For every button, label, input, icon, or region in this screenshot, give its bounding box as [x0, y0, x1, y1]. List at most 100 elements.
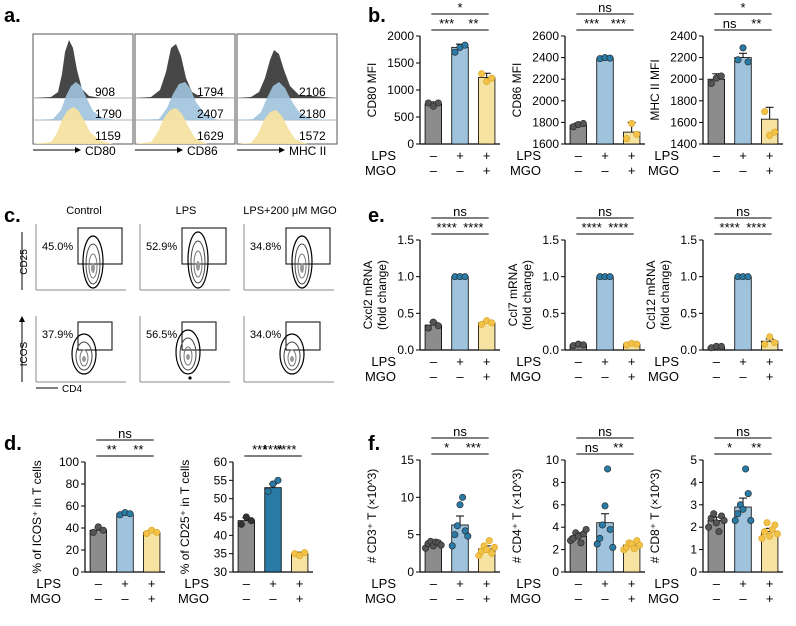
y-tick-label: 40 — [214, 528, 228, 542]
significance-label: * — [740, 0, 745, 15]
significance-label: ns — [118, 426, 132, 441]
gate-percentage: 34.8% — [250, 241, 281, 253]
significance-label: **** — [437, 220, 457, 235]
significance-label: **** — [276, 442, 296, 457]
y-tick-label: 1800 — [532, 115, 559, 129]
data-point — [744, 273, 752, 281]
condition-mark: – — [575, 163, 583, 178]
data-point — [734, 56, 742, 64]
gate-percentage: 56.5% — [146, 329, 177, 341]
mfi-value: 1790 — [95, 107, 122, 121]
bar — [142, 532, 161, 573]
histogram-axis-label: CD86 — [187, 144, 218, 158]
condition-mark: + — [483, 591, 491, 606]
condition-label: MGO — [178, 591, 209, 606]
data-point — [761, 108, 769, 116]
y-tick-label: 50 — [214, 492, 228, 506]
data-point — [488, 549, 496, 557]
condition-mark: + — [739, 354, 747, 369]
gate-percentage: 37.9% — [42, 329, 73, 341]
y-tick-label: 5 — [690, 453, 697, 467]
gate-percentage: 34.0% — [250, 329, 281, 341]
gate — [181, 227, 227, 265]
data-point — [490, 543, 498, 551]
flow-y-label: ICOS — [19, 341, 30, 366]
significance-label: ns — [736, 204, 750, 219]
significance-label: *** — [252, 442, 267, 457]
condition-mark: – — [713, 163, 721, 178]
y-tick-label: 45 — [214, 510, 228, 524]
significance-label: *** — [584, 16, 599, 31]
condition-mark: – — [575, 591, 583, 606]
condition-mark: + — [766, 354, 774, 369]
significance-label: * — [444, 440, 449, 455]
bar — [264, 487, 282, 573]
data-point — [630, 544, 638, 552]
flow-panel: Control LPS LPS+200 μM MGO 45.0% 52.9% — [19, 205, 337, 395]
y-tick-label: 20 — [66, 543, 80, 557]
panel-label-b: b. — [368, 5, 386, 27]
y-tick-label: 2400 — [532, 51, 559, 65]
histogram-lps — [237, 82, 337, 120]
bar — [477, 77, 496, 145]
y-tick-label: 8 — [552, 475, 559, 489]
y-axis-label: % of CD25⁺ in T cells — [178, 460, 192, 575]
data-point — [717, 72, 725, 80]
data-point — [451, 48, 459, 56]
bar — [734, 276, 752, 351]
y-axis-label: # CD3⁺ T (×10^3) — [365, 469, 379, 564]
data-point — [89, 528, 97, 536]
y-tick-label: 100 — [59, 455, 79, 469]
y-tick-label: 0 — [72, 565, 79, 579]
data-point — [237, 520, 245, 528]
condition-mark: – — [575, 369, 583, 384]
condition-mark: – — [430, 369, 438, 384]
condition-mark: – — [601, 163, 609, 178]
y-axis-label: # CD4⁺ T (×10^3) — [510, 469, 524, 564]
data-point — [483, 77, 491, 85]
flow-plot: 37.9% — [35, 316, 126, 383]
condition-mark: – — [575, 354, 583, 369]
condition-mark: – — [243, 576, 251, 591]
significance-label: ns — [598, 424, 612, 439]
condition-mark: + — [766, 591, 774, 606]
y-tick-label: 1600 — [670, 115, 697, 129]
data-point — [758, 534, 766, 542]
data-point — [582, 525, 590, 533]
y-tick-label: 500 — [394, 110, 414, 124]
condition-label: MGO — [510, 591, 541, 606]
y-tick-label: 0.0 — [542, 343, 559, 357]
data-point — [94, 523, 102, 531]
significance-label: *** — [611, 16, 626, 31]
y-axis-label: (fold change) — [520, 260, 534, 330]
y-axis-label: MHC II MFI — [648, 59, 662, 120]
data-point — [744, 58, 752, 66]
condition-mark: – — [269, 591, 277, 606]
bar — [424, 103, 443, 145]
condition-mark: + — [739, 576, 747, 591]
y-axis-label: CD86 MFI — [510, 63, 524, 118]
y-tick-label: 1.5 — [397, 233, 414, 247]
flow-plot: 34.8% — [243, 224, 334, 291]
condition-label: LPS — [654, 354, 679, 369]
data-point — [609, 543, 617, 551]
condition-mark: – — [713, 576, 721, 591]
y-tick-label: 2 — [690, 520, 697, 534]
y-axis-label: Ccl12 mRNA — [644, 260, 658, 329]
y-axis-label: Cxcl2 mRNA — [361, 261, 375, 330]
y-tick-label: 2000 — [387, 29, 414, 43]
condition-mark: + — [483, 148, 491, 163]
significance-label: **** — [720, 220, 740, 235]
data-point — [448, 542, 456, 550]
significance-label: ns — [598, 204, 612, 219]
bar — [596, 276, 614, 351]
condition-mark: + — [483, 163, 491, 178]
mfi-value: 1794 — [197, 85, 224, 99]
data-point — [766, 532, 774, 540]
mfi-value: 1629 — [197, 129, 224, 143]
condition-mark: – — [95, 576, 103, 591]
data-point — [710, 510, 718, 518]
